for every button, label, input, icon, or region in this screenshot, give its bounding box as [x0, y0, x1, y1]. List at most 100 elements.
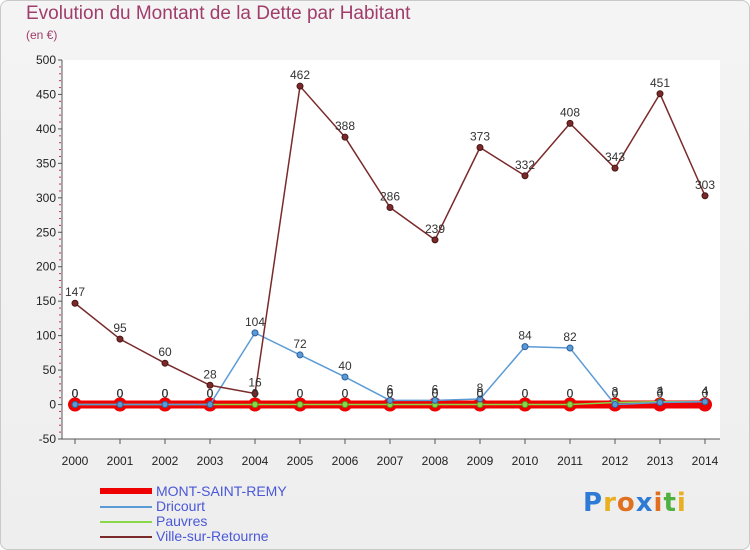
data-point-ville-sur-retourne [701, 192, 709, 200]
data-point-dricourt [116, 401, 124, 409]
unit-label: (en €) [26, 28, 58, 42]
data-label-dricourt: 0 [612, 387, 619, 401]
data-label-dricourt: 3 [657, 384, 664, 398]
data-label-pauvres: 0 [522, 387, 529, 401]
data-label-ville-sur-retourne: 60 [158, 345, 172, 359]
x-tick-label: 2004 [242, 454, 269, 468]
data-label-ville-sur-retourne: 373 [470, 130, 490, 144]
proxiti-logo: Proxiti [583, 488, 687, 518]
data-label-dricourt: 0 [162, 387, 169, 401]
data-point-dricourt [566, 344, 574, 352]
data-label-pauvres: 0 [207, 387, 214, 401]
x-tick-label: 2009 [467, 454, 494, 468]
x-tick-label: 2013 [647, 454, 674, 468]
data-label-mont-saint-remy: 0 [342, 387, 349, 401]
data-label-pauvres: 0 [117, 387, 124, 401]
data-point-dricourt [701, 398, 709, 406]
y-tick-label: 50 [43, 363, 57, 377]
data-label-ville-sur-retourne: 28 [203, 367, 217, 381]
y-tick-label: 150 [36, 294, 56, 308]
legend-label-pauvres: Pauvres [156, 513, 208, 529]
logo-letter: r [603, 488, 617, 518]
data-label-mont-saint-remy: 0 [702, 387, 709, 401]
x-tick-label: 2010 [512, 454, 539, 468]
data-label-ville-sur-retourne: 388 [335, 119, 355, 133]
data-point-ville-sur-retourne [71, 299, 79, 307]
data-point-dricourt [251, 329, 259, 337]
data-label-mont-saint-remy: 0 [117, 387, 124, 401]
data-label-ville-sur-retourne: 239 [425, 222, 445, 236]
data-point-dricourt [341, 373, 349, 381]
legend-label-dricourt: Dricourt [156, 498, 206, 514]
y-tick-label: 450 [36, 87, 56, 101]
legend-label-ville-sur-retourne: Ville-sur-Retourne [156, 528, 269, 544]
y-tick-label: 300 [36, 191, 56, 205]
data-label-mont-saint-remy: 0 [387, 387, 394, 401]
y-tick-label: 500 [36, 53, 56, 67]
data-point-dricourt [431, 396, 439, 404]
data-label-pauvres: 4 [702, 384, 709, 398]
x-tick-label: 2014 [692, 454, 719, 468]
data-point-pauvres [341, 401, 349, 409]
data-point-dricourt [296, 351, 304, 359]
data-label-mont-saint-remy: 0 [72, 387, 79, 401]
legend-label-mont-saint-remy: MONT-SAINT-REMY [156, 483, 287, 499]
data-point-dricourt [611, 401, 619, 409]
data-point-dricourt [656, 398, 664, 406]
data-label-ville-sur-retourne: 16 [248, 376, 262, 390]
legend-swatch-pauvres [100, 521, 152, 523]
data-label-dricourt: 104 [245, 315, 265, 329]
data-point-ville-sur-retourne [386, 203, 394, 211]
data-point-dricourt [206, 401, 214, 409]
y-tick-label: 100 [36, 329, 56, 343]
logo-letter: t [663, 488, 677, 518]
data-label-mont-saint-remy: 0 [252, 387, 259, 401]
data-point-dricourt [476, 395, 484, 403]
plot-area [62, 60, 720, 439]
data-label-ville-sur-retourne: 286 [380, 189, 400, 203]
data-label-dricourt: 72 [293, 337, 307, 351]
data-point-ville-sur-retourne [431, 236, 439, 244]
y-tick-label: 250 [36, 225, 56, 239]
x-tick-label: 2003 [197, 454, 224, 468]
data-label-dricourt: 0 [207, 387, 214, 401]
legend-swatch-mont-saint-remy [100, 488, 152, 494]
x-tick-label: 2006 [332, 454, 359, 468]
chart-title: Evolution du Montant de la Dette par Hab… [26, 3, 411, 24]
data-label-dricourt: 4 [702, 384, 709, 398]
data-point-ville-sur-retourne [341, 133, 349, 141]
data-label-pauvres: 0 [252, 387, 259, 401]
logo-letter: i [676, 488, 687, 518]
data-label-ville-sur-retourne: 408 [560, 105, 580, 119]
data-point-dricourt [386, 396, 394, 404]
data-label-pauvres: 0 [567, 387, 574, 401]
data-label-dricourt: 8 [477, 381, 484, 395]
data-label-dricourt: 6 [432, 382, 439, 396]
data-point-ville-sur-retourne [206, 381, 214, 389]
data-label-ville-sur-retourne: 343 [605, 150, 625, 164]
x-tick-label: 2002 [152, 454, 179, 468]
data-label-dricourt: 0 [72, 387, 79, 401]
data-label-ville-sur-retourne: 303 [695, 178, 715, 192]
data-point-dricourt [521, 343, 529, 351]
data-label-mont-saint-remy: 0 [297, 387, 304, 401]
data-label-mont-saint-remy: 0 [477, 387, 484, 401]
data-label-mont-saint-remy: 0 [162, 387, 169, 401]
data-point-ville-sur-retourne [611, 164, 619, 172]
legend-swatch-dricourt [100, 506, 152, 508]
data-point-dricourt [161, 401, 169, 409]
data-label-dricourt: 82 [563, 330, 577, 344]
data-point-pauvres [251, 401, 259, 409]
data-label-ville-sur-retourne: 332 [515, 158, 535, 172]
logo-letter: P [583, 488, 604, 518]
data-point-ville-sur-retourne [521, 172, 529, 180]
data-label-pauvres: 0 [72, 387, 79, 401]
data-label-mont-saint-remy: 0 [657, 387, 664, 401]
logo-letter: o [616, 488, 636, 518]
data-point-pauvres [566, 401, 574, 409]
data-label-dricourt: 0 [117, 387, 124, 401]
data-label-mont-saint-remy: 0 [567, 387, 574, 401]
data-label-pauvres: 4 [657, 384, 664, 398]
data-label-pauvres: 0 [342, 387, 349, 401]
